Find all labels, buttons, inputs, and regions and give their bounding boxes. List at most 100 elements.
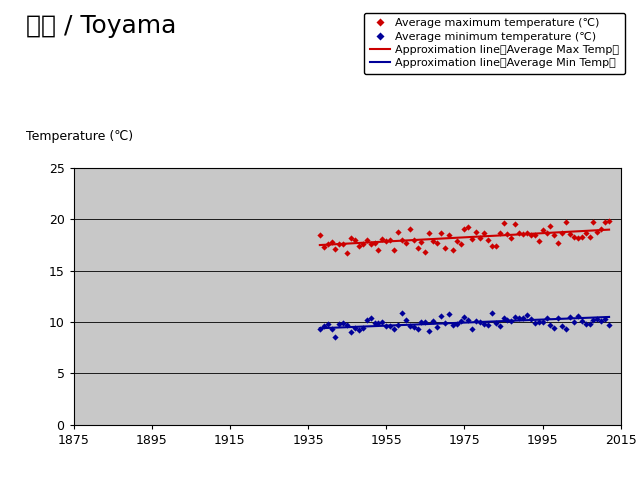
- Point: [404, 225, 415, 233]
- Point: [460, 313, 470, 321]
- Point: [557, 322, 567, 329]
- Point: [499, 219, 509, 227]
- Point: [545, 222, 556, 230]
- Point: [326, 325, 337, 333]
- Point: [397, 236, 407, 244]
- Point: [420, 249, 431, 256]
- Point: [408, 237, 419, 244]
- Point: [319, 323, 329, 330]
- Point: [408, 323, 419, 331]
- Point: [381, 237, 392, 245]
- Point: [358, 324, 368, 332]
- Point: [584, 233, 595, 241]
- Point: [362, 316, 372, 324]
- Point: [373, 319, 383, 327]
- Point: [596, 318, 606, 325]
- Point: [506, 317, 516, 325]
- Point: [389, 325, 399, 333]
- Point: [346, 234, 356, 241]
- Point: [549, 231, 559, 239]
- Point: [506, 234, 516, 241]
- Point: [385, 322, 396, 330]
- Point: [373, 246, 383, 254]
- Point: [365, 314, 376, 322]
- Point: [561, 325, 571, 333]
- Point: [447, 322, 458, 329]
- Point: [342, 321, 352, 329]
- Point: [573, 312, 583, 320]
- Point: [346, 328, 356, 336]
- Point: [389, 246, 399, 253]
- Point: [467, 235, 477, 242]
- Point: [444, 311, 454, 318]
- Point: [377, 235, 387, 242]
- Point: [588, 218, 598, 226]
- Point: [338, 319, 348, 326]
- Point: [502, 230, 513, 238]
- Point: [541, 229, 552, 237]
- Point: [553, 314, 563, 322]
- Point: [393, 228, 403, 235]
- Point: [577, 317, 587, 324]
- Point: [424, 327, 435, 335]
- Point: [510, 313, 520, 321]
- Point: [557, 229, 567, 237]
- Point: [534, 238, 544, 245]
- Point: [580, 320, 591, 327]
- Point: [436, 312, 446, 320]
- Point: [393, 322, 403, 329]
- Point: [592, 315, 602, 323]
- Point: [580, 229, 591, 237]
- Point: [534, 318, 544, 325]
- Point: [323, 320, 333, 328]
- Point: [530, 319, 540, 327]
- Point: [315, 232, 325, 240]
- Point: [456, 240, 466, 248]
- Point: [549, 324, 559, 332]
- Point: [428, 238, 438, 245]
- Point: [452, 238, 462, 245]
- Point: [354, 326, 364, 334]
- Point: [596, 226, 606, 233]
- Point: [495, 322, 505, 329]
- Point: [491, 320, 501, 327]
- Point: [538, 227, 548, 234]
- Point: [565, 230, 575, 238]
- Point: [436, 228, 446, 236]
- Point: [350, 324, 360, 332]
- Point: [538, 318, 548, 326]
- Point: [592, 228, 602, 236]
- Point: [522, 229, 532, 237]
- Point: [553, 239, 563, 247]
- Point: [541, 314, 552, 322]
- Point: [514, 229, 524, 237]
- Point: [424, 229, 435, 237]
- Point: [526, 231, 536, 239]
- Point: [326, 238, 337, 246]
- Point: [479, 320, 489, 328]
- Point: [342, 250, 352, 257]
- Point: [565, 312, 575, 320]
- Point: [588, 316, 598, 324]
- Point: [369, 240, 380, 247]
- Point: [377, 319, 387, 326]
- Point: [495, 229, 505, 237]
- Point: [358, 240, 368, 248]
- Point: [483, 321, 493, 329]
- Point: [397, 310, 407, 317]
- Point: [417, 238, 427, 246]
- Point: [518, 314, 528, 322]
- Point: [404, 323, 415, 330]
- Point: [486, 309, 497, 316]
- Point: [440, 319, 450, 326]
- Point: [502, 316, 513, 324]
- Point: [499, 314, 509, 322]
- Point: [522, 312, 532, 319]
- Point: [315, 325, 325, 333]
- Point: [401, 317, 411, 324]
- Point: [334, 240, 344, 248]
- Point: [444, 231, 454, 239]
- Point: [385, 236, 396, 243]
- Point: [428, 317, 438, 325]
- Point: [334, 320, 344, 328]
